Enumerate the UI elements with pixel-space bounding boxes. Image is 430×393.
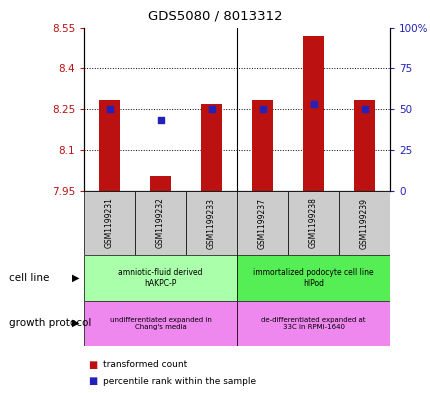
Bar [150,176,170,191]
Bar [237,255,389,301]
Text: GSM1199233: GSM1199233 [206,198,215,248]
Bar [237,301,389,346]
Bar [84,301,236,346]
Text: GSM1199232: GSM1199232 [156,198,165,248]
Bar [338,191,389,255]
Text: immortalized podocyte cell line
hIPod: immortalized podocyte cell line hIPod [253,268,373,288]
Text: ▶: ▶ [72,273,80,283]
Point [157,118,163,124]
Text: ■: ■ [88,376,97,386]
Point [208,106,215,112]
Point [258,106,265,112]
Text: de-differentiated expanded at
33C in RPMI-1640: de-differentiated expanded at 33C in RPM… [261,317,365,330]
Bar [252,99,272,191]
Text: percentile rank within the sample: percentile rank within the sample [103,377,256,386]
Text: GSM1199237: GSM1199237 [258,198,267,248]
Text: GSM1199238: GSM1199238 [308,198,317,248]
Text: undifferentiated expanded in
Chang's media: undifferentiated expanded in Chang's med… [109,317,211,330]
Bar [84,191,135,255]
Point [310,101,316,107]
Text: GSM1199231: GSM1199231 [105,198,114,248]
Text: amniotic-fluid derived
hAKPC-P: amniotic-fluid derived hAKPC-P [118,268,203,288]
Bar [237,191,287,255]
Text: cell line: cell line [9,273,49,283]
Text: GSM1199239: GSM1199239 [359,198,368,248]
Bar [303,36,323,191]
Text: growth protocol: growth protocol [9,318,91,328]
Bar [186,191,236,255]
Text: transformed count: transformed count [103,360,187,369]
Bar [135,191,186,255]
Bar [201,104,221,191]
Point [106,106,113,112]
Text: ▶: ▶ [72,318,80,328]
Text: GDS5080 / 8013312: GDS5080 / 8013312 [148,10,282,23]
Bar [353,99,374,191]
Point [360,106,367,112]
Text: ■: ■ [88,360,97,370]
Bar [99,99,120,191]
Bar [287,191,338,255]
Bar [84,255,236,301]
